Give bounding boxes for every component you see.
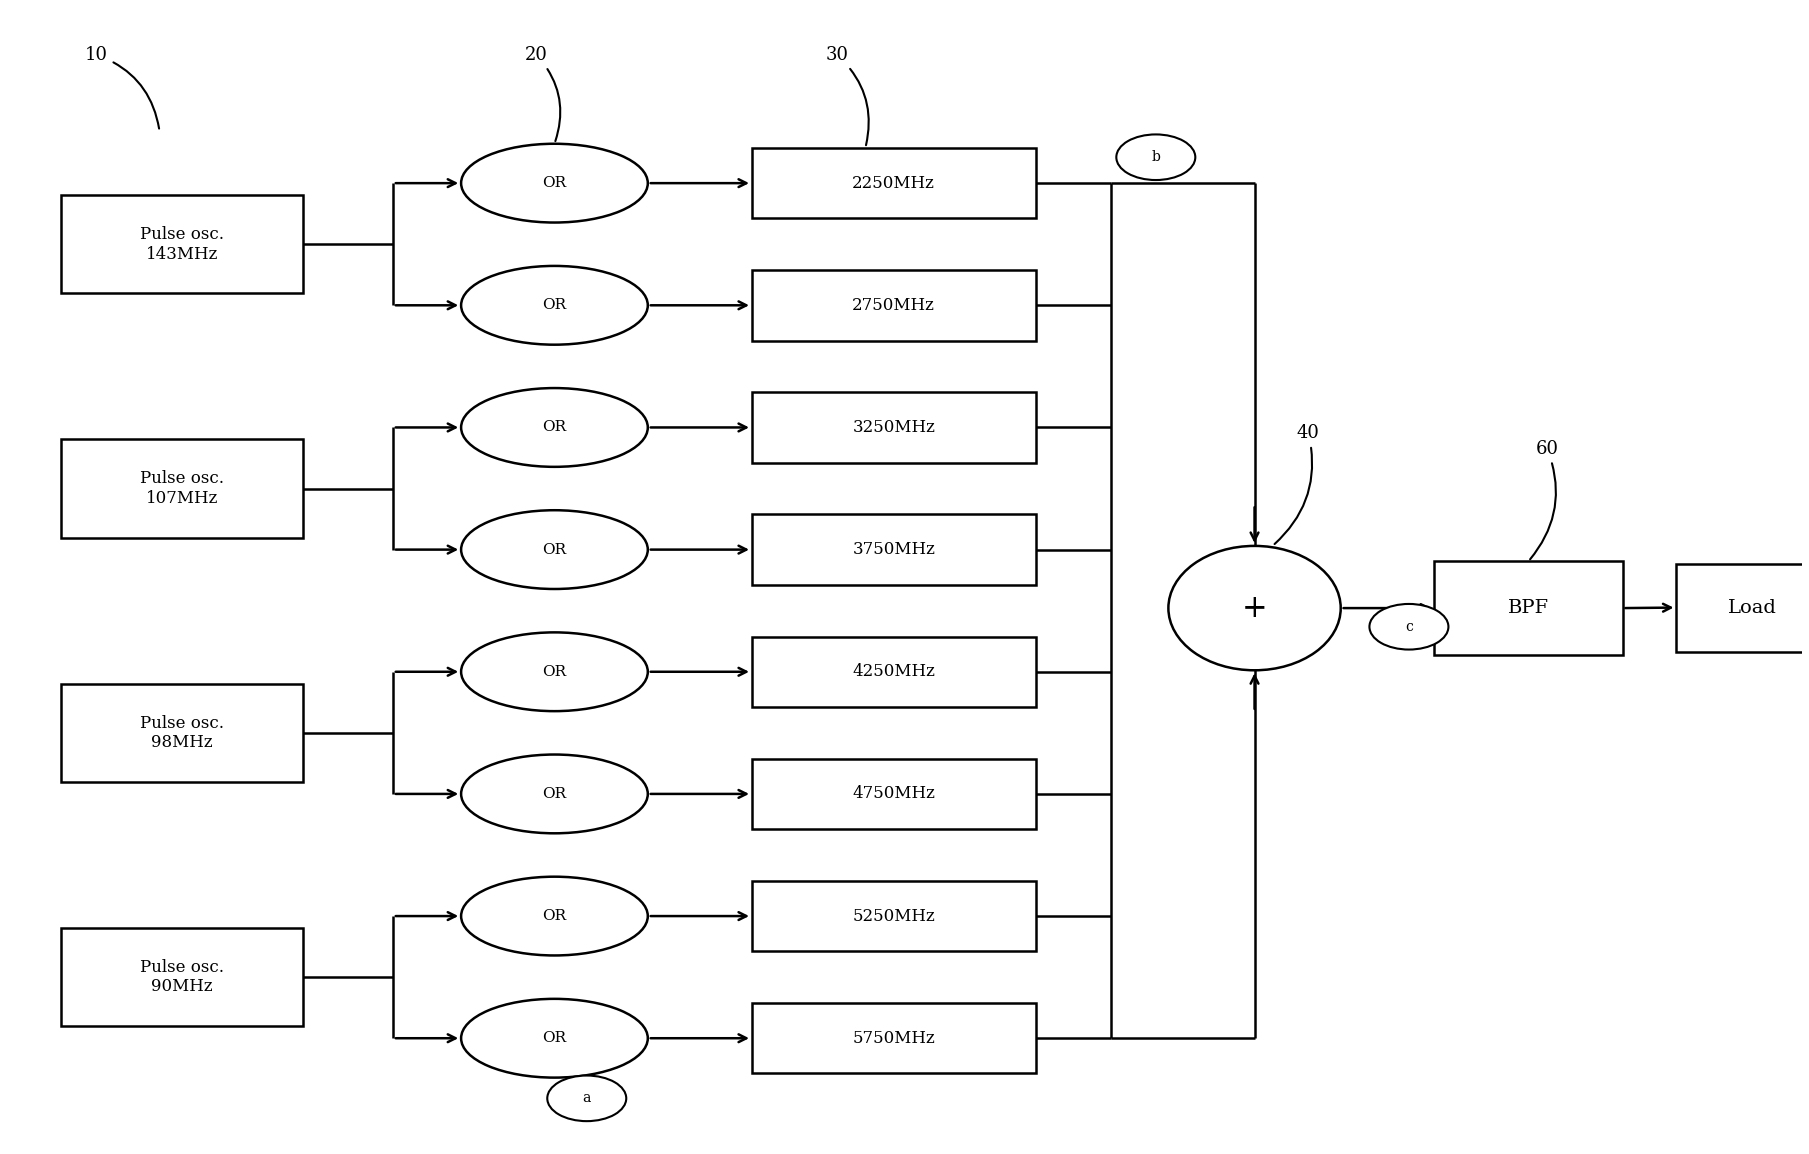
Text: 60: 60 [1530,440,1559,560]
Ellipse shape [461,999,648,1078]
Text: +: + [1241,593,1268,623]
Circle shape [548,1076,626,1122]
Ellipse shape [461,265,648,345]
Text: a: a [582,1092,592,1106]
Text: 5250MHz: 5250MHz [852,907,935,924]
Text: 2250MHz: 2250MHz [852,174,935,192]
Text: Load: Load [1728,599,1776,616]
FancyBboxPatch shape [1677,563,1809,652]
FancyBboxPatch shape [62,440,304,538]
Ellipse shape [461,144,648,223]
Text: OR: OR [543,909,566,923]
Text: b: b [1151,150,1160,164]
FancyBboxPatch shape [753,1003,1035,1073]
Ellipse shape [1169,546,1340,670]
FancyBboxPatch shape [753,392,1035,463]
Text: Pulse osc.
107MHz: Pulse osc. 107MHz [139,470,224,507]
Text: 4750MHz: 4750MHz [852,786,935,802]
Ellipse shape [461,388,648,467]
FancyBboxPatch shape [62,195,304,293]
Text: 3750MHz: 3750MHz [852,541,935,559]
Circle shape [1369,604,1449,650]
Text: OR: OR [543,298,566,313]
Text: OR: OR [543,665,566,679]
Text: Pulse osc.
98MHz: Pulse osc. 98MHz [139,714,224,751]
Ellipse shape [461,877,648,956]
FancyBboxPatch shape [62,928,304,1026]
Text: 30: 30 [825,46,868,145]
Text: 40: 40 [1275,425,1321,544]
FancyBboxPatch shape [1435,562,1623,654]
Text: c: c [1406,620,1413,634]
Ellipse shape [461,510,648,589]
FancyBboxPatch shape [753,270,1035,340]
Text: 10: 10 [85,46,159,128]
FancyBboxPatch shape [62,683,304,782]
Text: 4250MHz: 4250MHz [852,664,935,680]
Circle shape [1116,134,1196,180]
Text: OR: OR [543,177,566,190]
Text: 2750MHz: 2750MHz [852,297,935,314]
FancyBboxPatch shape [753,148,1035,218]
Text: 5750MHz: 5750MHz [852,1029,935,1047]
Text: BPF: BPF [1507,599,1549,617]
Text: OR: OR [543,542,566,556]
Ellipse shape [461,755,648,833]
Text: 3250MHz: 3250MHz [852,419,935,436]
Text: OR: OR [543,1032,566,1046]
FancyBboxPatch shape [753,881,1035,951]
Text: OR: OR [543,787,566,801]
Text: Pulse osc.
90MHz: Pulse osc. 90MHz [139,959,224,996]
Ellipse shape [461,632,648,711]
FancyBboxPatch shape [753,758,1035,830]
Text: 20: 20 [525,46,561,141]
FancyBboxPatch shape [753,637,1035,707]
FancyBboxPatch shape [753,515,1035,585]
Text: OR: OR [543,420,566,434]
Text: Pulse osc.
143MHz: Pulse osc. 143MHz [139,226,224,262]
